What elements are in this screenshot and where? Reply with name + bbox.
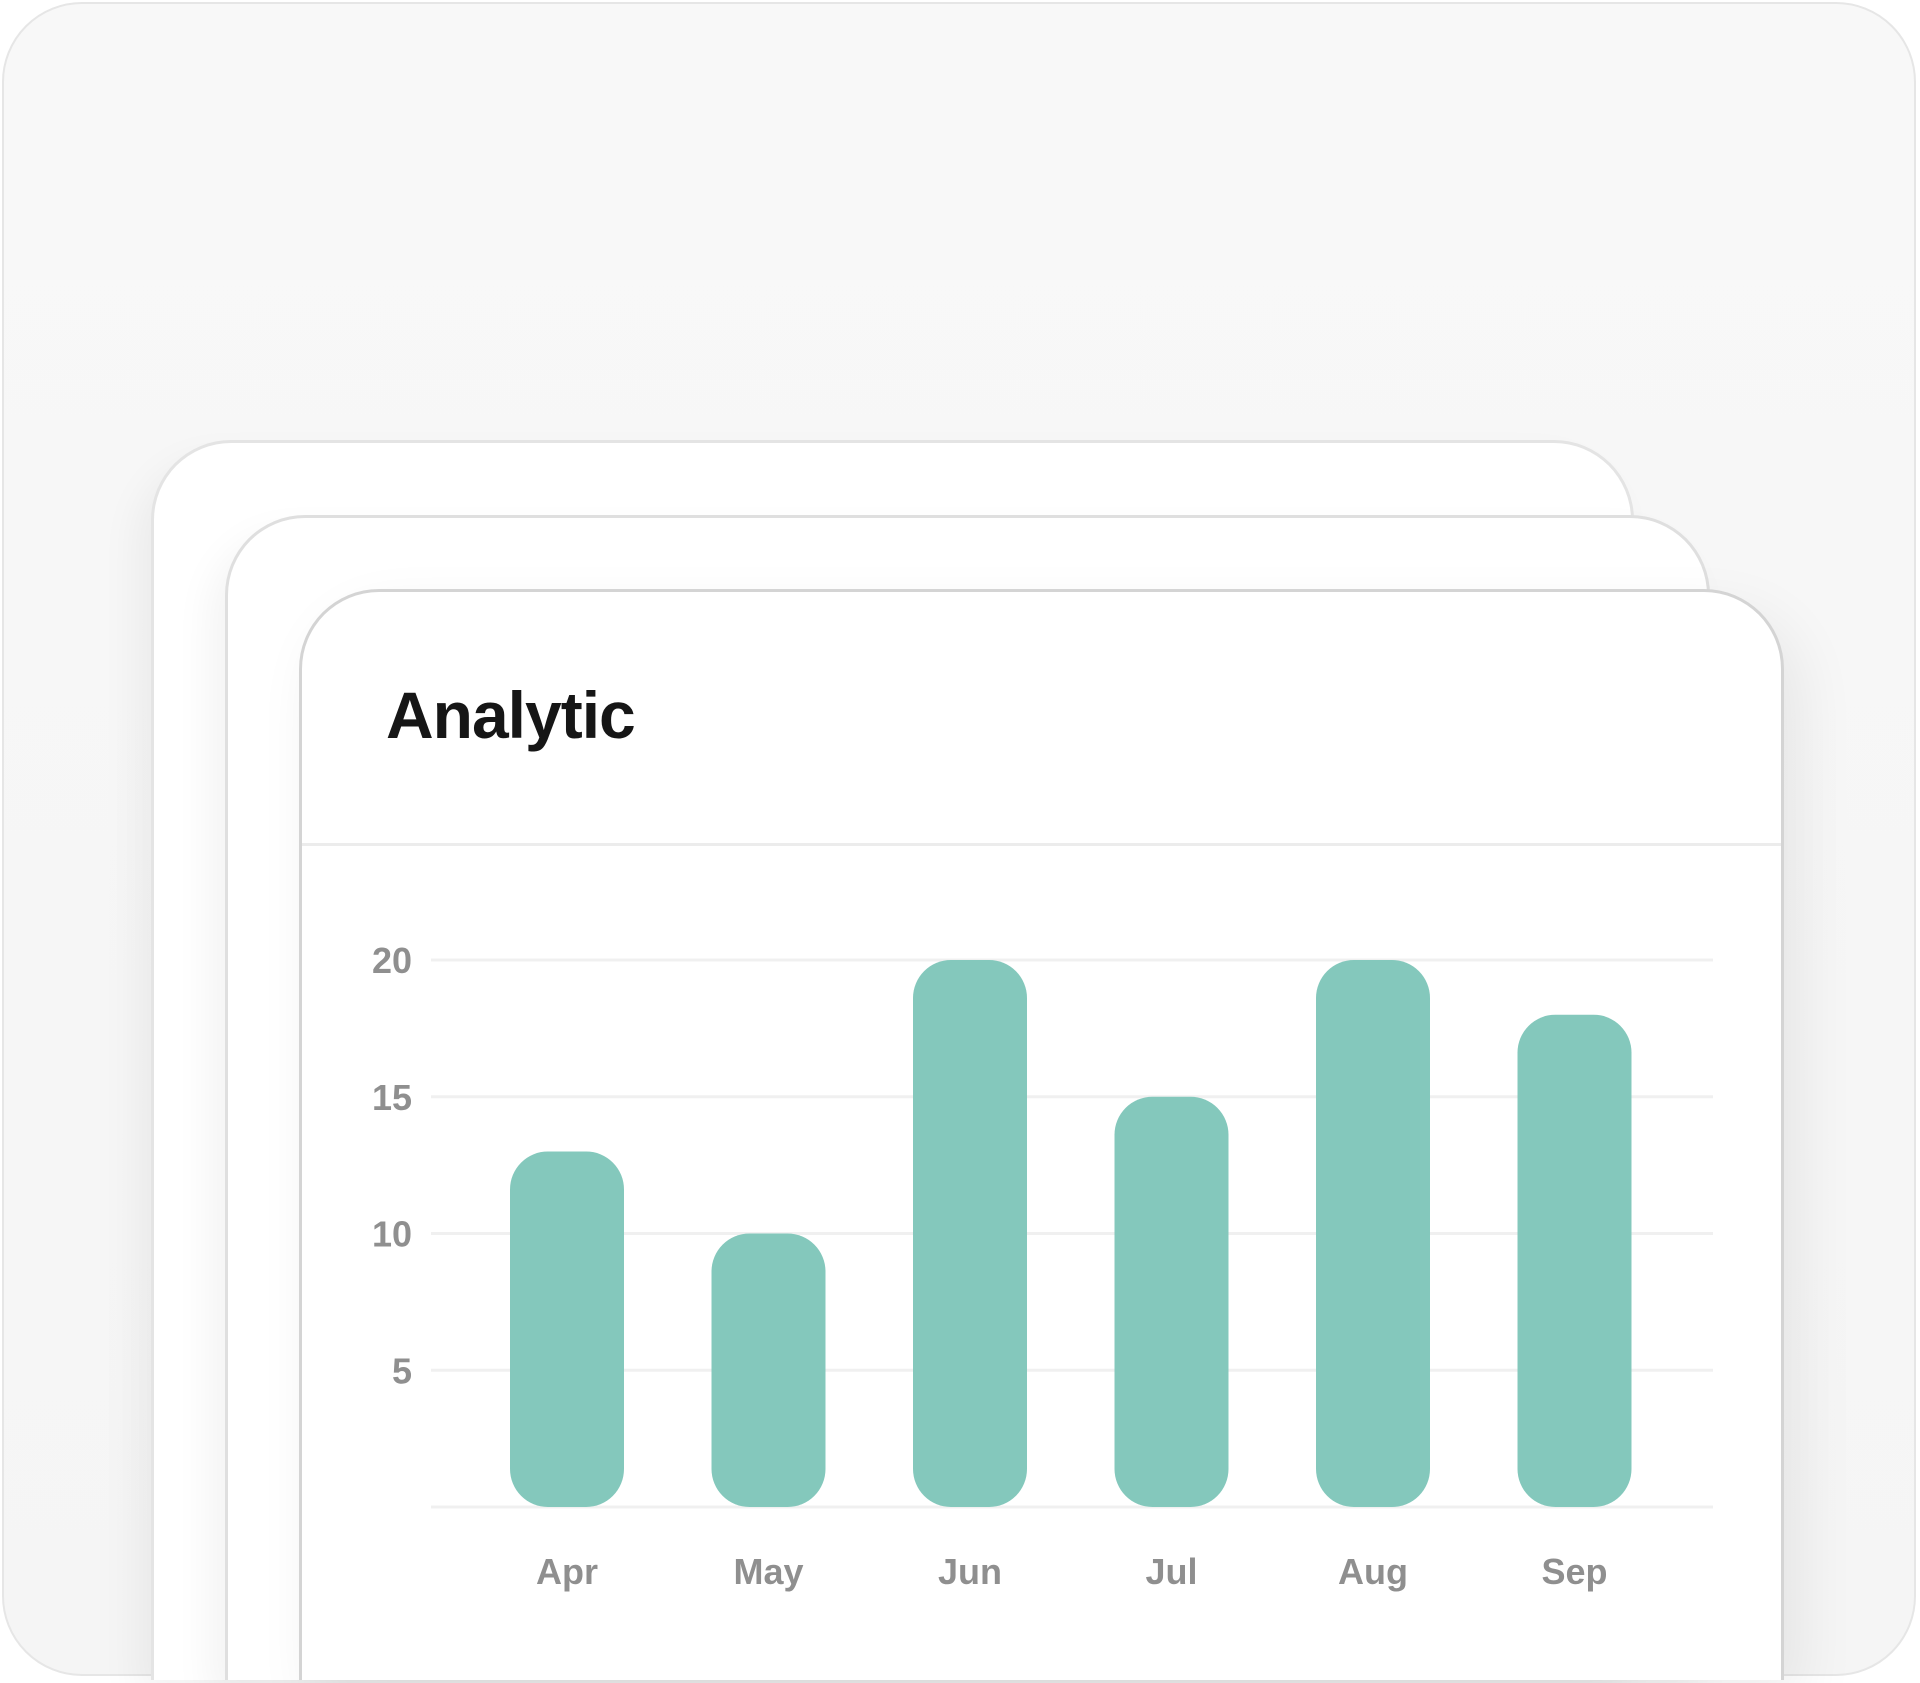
bar [510, 1151, 624, 1507]
x-tick-label: Apr [536, 1551, 598, 1592]
bar [1114, 1096, 1229, 1507]
bar [1517, 1014, 1632, 1507]
bar [1316, 960, 1430, 1507]
y-tick-label: 10 [372, 1214, 412, 1255]
bar [913, 960, 1027, 1507]
y-tick-label: 15 [372, 1077, 412, 1118]
x-tick-label: May [733, 1551, 803, 1592]
analytic-card: Analytic 5 10 15 20 Apr May Jun Jul Aug Sep [299, 589, 1784, 1680]
card-title: Analytic [386, 678, 636, 752]
y-tick-label: 5 [392, 1350, 412, 1391]
card-divider [302, 843, 1781, 846]
x-tick-label: Sep [1541, 1551, 1607, 1592]
bar [711, 1233, 826, 1507]
x-tick-label: Aug [1338, 1551, 1408, 1592]
bar-chart: 5 10 15 20 Apr May Jun Jul Aug Sep [372, 940, 1713, 1592]
y-tick-label: 20 [372, 940, 412, 981]
x-tick-label: Jul [1145, 1551, 1197, 1592]
x-tick-label: Jun [938, 1551, 1002, 1592]
